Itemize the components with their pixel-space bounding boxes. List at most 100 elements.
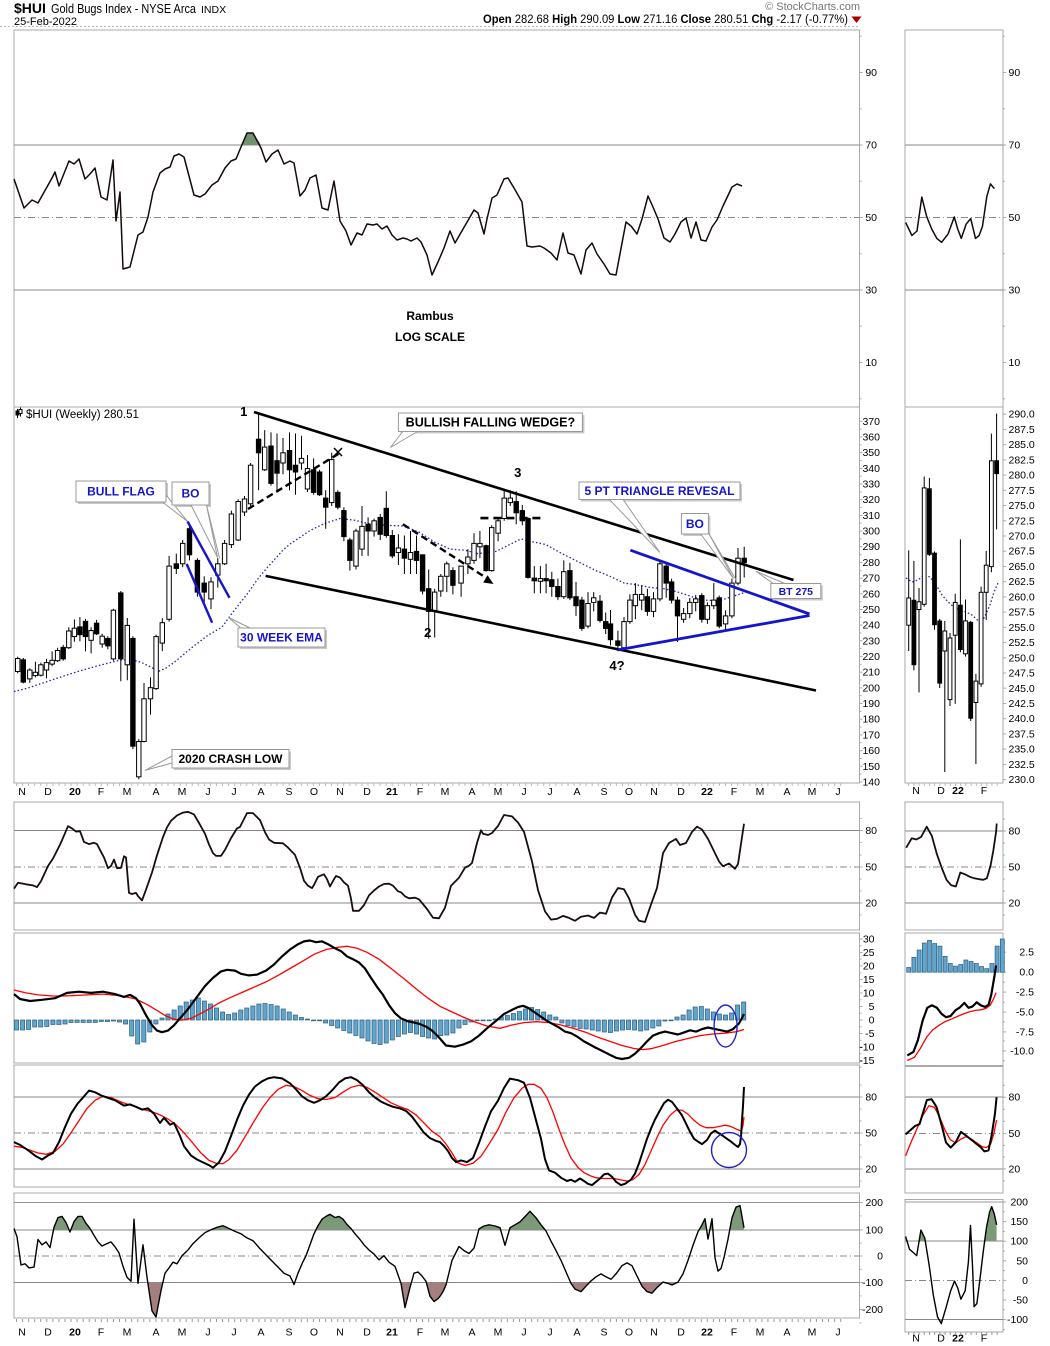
svg-text:$HUI (Weekly) 280.51: $HUI (Weekly) 280.51 [26, 409, 139, 421]
svg-text:M: M [494, 786, 503, 798]
svg-text:300: 300 [862, 526, 880, 538]
svg-text:O: O [625, 1327, 633, 1339]
svg-text:-50: -50 [1013, 1295, 1028, 1307]
svg-text:240: 240 [862, 620, 880, 632]
svg-text:BULL FLAG: BULL FLAG [87, 485, 155, 499]
svg-text:J: J [231, 786, 236, 798]
svg-text:S: S [600, 786, 607, 798]
svg-text:220: 220 [862, 651, 880, 663]
svg-text:140: 140 [862, 776, 880, 788]
svg-text:50: 50 [865, 862, 877, 874]
svg-text:M: M [123, 786, 132, 798]
svg-text:270.0: 270.0 [1009, 531, 1035, 543]
svg-text:J: J [521, 1327, 526, 1339]
svg-text:A: A [468, 1327, 475, 1339]
svg-text:21: 21 [386, 786, 398, 798]
svg-text:290: 290 [862, 541, 880, 553]
svg-text:320: 320 [862, 494, 880, 506]
svg-text:70: 70 [1009, 140, 1021, 152]
svg-text:A: A [152, 1327, 159, 1339]
svg-text:30: 30 [865, 285, 877, 297]
svg-text:D: D [937, 785, 945, 797]
svg-text:15: 15 [863, 974, 875, 986]
svg-text:285.0: 285.0 [1009, 439, 1035, 451]
svg-text:D: D [363, 786, 371, 798]
svg-text:-100: -100 [1007, 1314, 1028, 1326]
svg-text:D: D [44, 786, 52, 798]
svg-text:240.0: 240.0 [1009, 713, 1035, 725]
svg-text:275.0: 275.0 [1009, 500, 1035, 512]
svg-text:F: F [417, 786, 423, 798]
svg-text:20: 20 [1009, 1163, 1021, 1175]
svg-text:M: M [756, 1327, 765, 1339]
svg-text:250: 250 [862, 604, 880, 616]
svg-text:F: F [731, 1327, 737, 1339]
svg-text:A: A [783, 786, 790, 798]
svg-text:150: 150 [1010, 1216, 1028, 1228]
svg-text:25-Feb-2022: 25-Feb-2022 [14, 16, 77, 28]
svg-text:-10: -10 [859, 1042, 874, 1054]
svg-text:20: 20 [863, 961, 875, 973]
svg-text:245.0: 245.0 [1009, 683, 1035, 695]
svg-text:5: 5 [869, 1001, 875, 1013]
svg-text:80: 80 [865, 1092, 877, 1104]
svg-text:252.5: 252.5 [1009, 637, 1035, 649]
svg-text:A: A [783, 1327, 790, 1339]
svg-text:237.5: 237.5 [1009, 728, 1035, 740]
svg-text:200: 200 [865, 1197, 883, 1209]
svg-text:-5.0: -5.0 [1016, 1007, 1034, 1019]
svg-text:1: 1 [240, 404, 247, 419]
svg-text:M: M [441, 786, 450, 798]
svg-text:287.5: 287.5 [1009, 424, 1035, 436]
svg-text:A: A [573, 786, 580, 798]
svg-text:F: F [98, 786, 104, 798]
svg-text:M: M [494, 1327, 503, 1339]
svg-text:270: 270 [862, 573, 880, 585]
svg-text:A: A [257, 1327, 264, 1339]
svg-text:M: M [808, 1327, 817, 1339]
svg-text:0: 0 [869, 1015, 875, 1027]
svg-text:235.0: 235.0 [1009, 744, 1035, 756]
svg-text:-7.5: -7.5 [1016, 1026, 1034, 1038]
svg-text:M: M [178, 1327, 187, 1339]
svg-text:-10.0: -10.0 [1010, 1045, 1034, 1057]
svg-text:90: 90 [865, 67, 877, 79]
svg-text:200: 200 [1010, 1197, 1028, 1209]
svg-text:21: 21 [386, 1327, 398, 1339]
svg-text:247.5: 247.5 [1009, 668, 1035, 680]
svg-text:BULLISH FALLING WEDGE?: BULLISH FALLING WEDGE? [406, 415, 575, 429]
svg-text:2.5: 2.5 [1019, 947, 1034, 959]
svg-text:4?: 4? [609, 658, 624, 673]
svg-text:10: 10 [1009, 357, 1021, 369]
svg-text:80: 80 [1009, 1092, 1021, 1104]
svg-text:A: A [257, 786, 264, 798]
svg-text:N: N [18, 1327, 26, 1339]
svg-text:-200: -200 [862, 1304, 883, 1316]
svg-text:M: M [441, 1327, 450, 1339]
svg-text:-100: -100 [862, 1277, 883, 1289]
svg-text:F: F [417, 1327, 423, 1339]
svg-text:330: 330 [862, 479, 880, 491]
svg-text:20: 20 [1009, 898, 1021, 910]
svg-text:M: M [123, 1327, 132, 1339]
svg-text:260: 260 [862, 588, 880, 600]
svg-text:90: 90 [1009, 67, 1021, 79]
svg-text:J: J [205, 786, 210, 798]
svg-text:J: J [231, 1327, 236, 1339]
svg-text:0: 0 [877, 1251, 883, 1263]
svg-text:230.0: 230.0 [1009, 774, 1035, 786]
svg-text:Open 282.68 High 290.09 Low 27: Open 282.68 High 290.09 Low 271.16 Close… [483, 14, 848, 26]
svg-text:Rambus: Rambus [406, 309, 454, 323]
svg-text:O: O [625, 786, 633, 798]
svg-text:50: 50 [1016, 1255, 1028, 1267]
svg-text:0.0: 0.0 [1019, 967, 1034, 979]
svg-text:20: 20 [69, 786, 81, 798]
svg-text:J: J [835, 786, 840, 798]
svg-text:D: D [363, 1327, 371, 1339]
svg-text:D: D [44, 1327, 52, 1339]
svg-text:282.5: 282.5 [1009, 454, 1035, 466]
svg-text:O: O [310, 1327, 318, 1339]
svg-text:F: F [981, 785, 987, 797]
svg-text:160: 160 [862, 745, 880, 757]
svg-text:INDX: INDX [201, 4, 226, 16]
